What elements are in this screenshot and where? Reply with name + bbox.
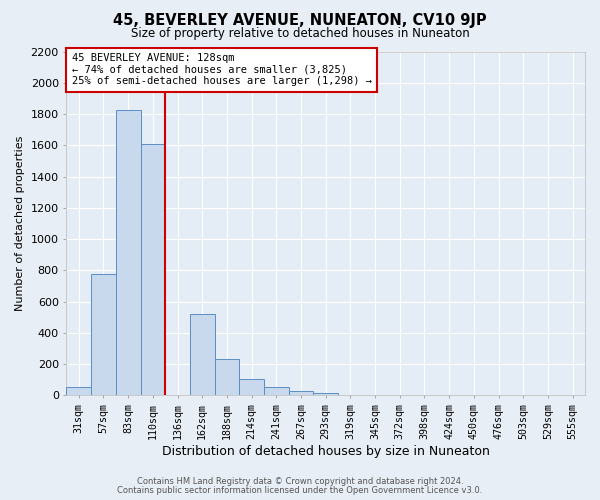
Y-axis label: Number of detached properties: Number of detached properties	[15, 136, 25, 311]
Bar	[91, 274, 116, 396]
Bar	[116, 110, 140, 396]
Bar	[215, 360, 239, 396]
Bar	[190, 314, 215, 396]
Bar	[140, 144, 165, 396]
X-axis label: Distribution of detached houses by size in Nuneaton: Distribution of detached houses by size …	[162, 444, 490, 458]
Bar	[264, 386, 289, 396]
Text: Size of property relative to detached houses in Nuneaton: Size of property relative to detached ho…	[131, 28, 469, 40]
Text: 45 BEVERLEY AVENUE: 128sqm
← 74% of detached houses are smaller (3,825)
25% of s: 45 BEVERLEY AVENUE: 128sqm ← 74% of deta…	[71, 53, 371, 86]
Text: Contains public sector information licensed under the Open Government Licence v3: Contains public sector information licen…	[118, 486, 482, 495]
Text: 45, BEVERLEY AVENUE, NUNEATON, CV10 9JP: 45, BEVERLEY AVENUE, NUNEATON, CV10 9JP	[113, 12, 487, 28]
Bar	[239, 379, 264, 396]
Text: Contains HM Land Registry data © Crown copyright and database right 2024.: Contains HM Land Registry data © Crown c…	[137, 477, 463, 486]
Bar	[313, 393, 338, 396]
Bar	[67, 388, 91, 396]
Bar	[289, 390, 313, 396]
